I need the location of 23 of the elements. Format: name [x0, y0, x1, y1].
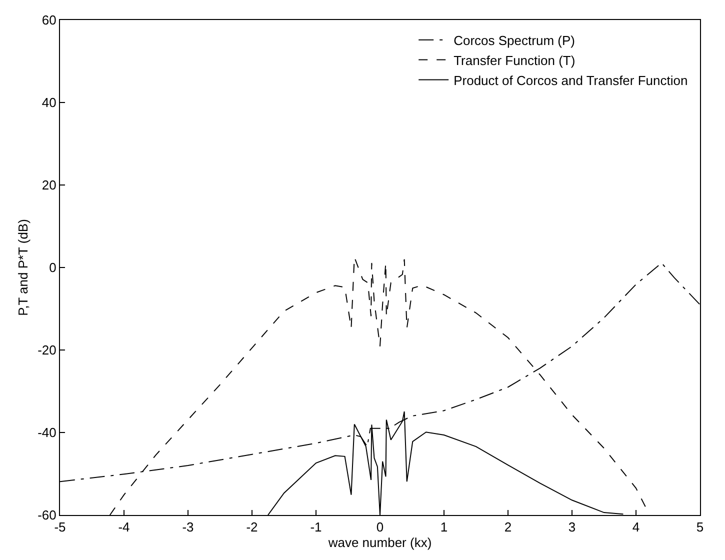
y-tick-label: -40 — [38, 425, 56, 440]
x-tick-label: -4 — [118, 520, 130, 535]
x-tick-label: -1 — [310, 520, 322, 535]
x-tick-label: 5 — [696, 520, 704, 535]
y-axis-title: P,T and P*T (dB) — [16, 219, 31, 316]
x-tick-label: 4 — [632, 520, 640, 535]
y-tick-label: 40 — [42, 95, 56, 110]
x-tick-label: 1 — [440, 520, 448, 535]
x-tick-label: -3 — [182, 520, 194, 535]
y-tick-label: 20 — [42, 178, 56, 193]
x-tick-label: -2 — [246, 520, 258, 535]
legend-label: Corcos Spectrum (P) — [454, 32, 575, 48]
y-tick-label: 0 — [49, 260, 56, 276]
legend-label: Transfer Function (T) — [454, 52, 576, 68]
y-tick-label: -20 — [38, 342, 56, 358]
x-tick-label: -5 — [54, 520, 66, 535]
y-tick-label: 60 — [42, 12, 56, 28]
x-tick-label: 0 — [376, 520, 384, 535]
y-tick-label: -60 — [38, 508, 56, 523]
x-tick-label: 2 — [504, 520, 512, 535]
legend-label: Product of Corcos and Transfer Function — [454, 72, 688, 88]
x-axis-title: wave number (kx) — [327, 535, 432, 550]
x-tick-label: 3 — [568, 520, 576, 535]
